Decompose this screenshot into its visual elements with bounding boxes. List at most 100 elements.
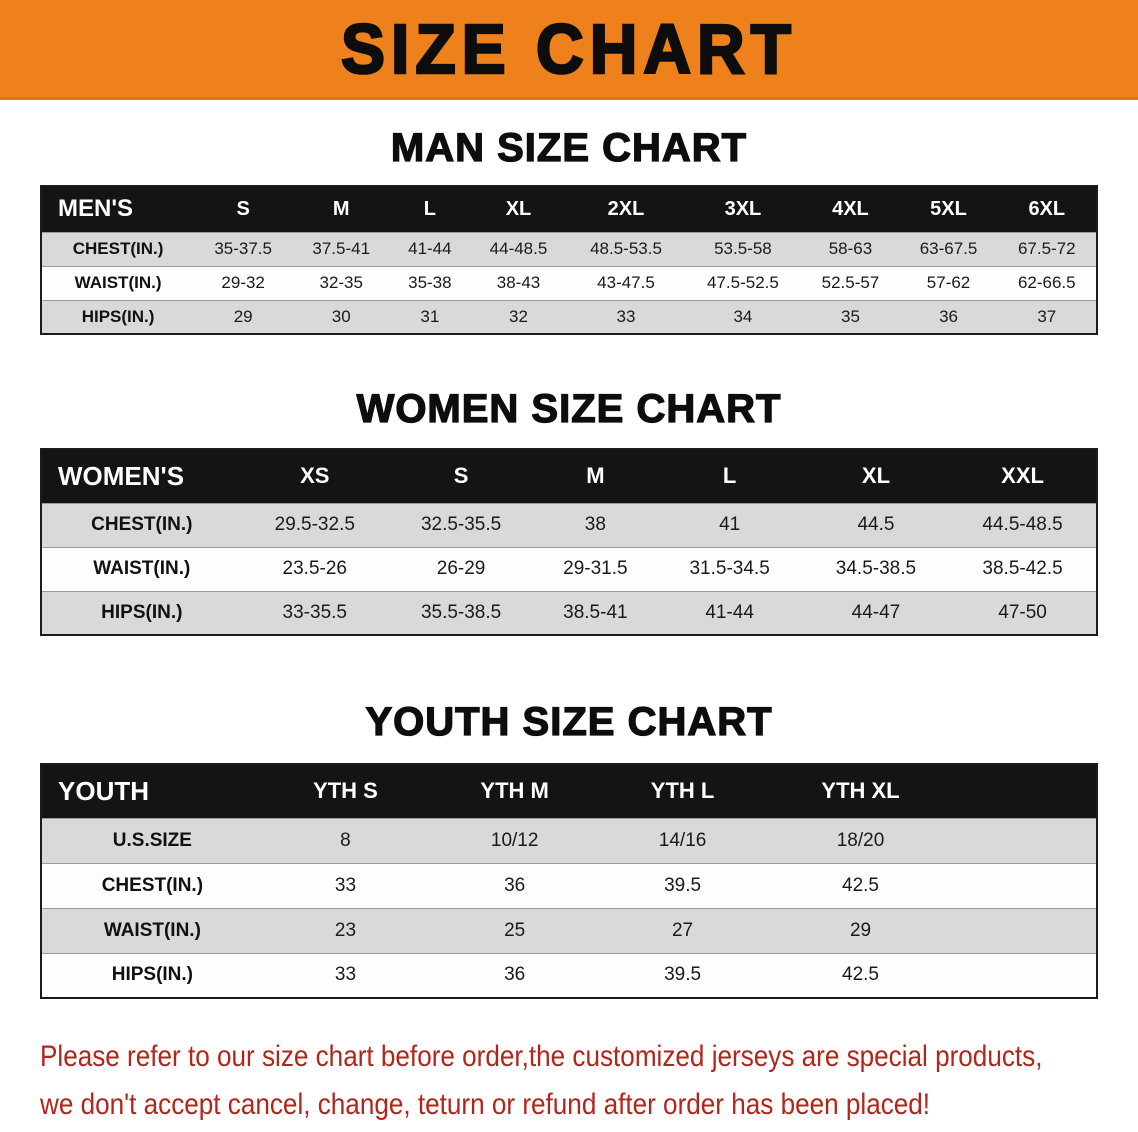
size-value: 26-29: [436, 558, 486, 579]
size-value: 44-48.5: [489, 239, 548, 258]
size-header-cell: YTH S: [262, 764, 429, 818]
size-value: 37.5-41: [312, 239, 371, 258]
youth-section: YOUTH SIZE CHART: [0, 699, 1138, 745]
size-value: 38: [584, 514, 606, 535]
women-header-row: WOMEN'S XS S M L XL XXL: [41, 449, 1097, 503]
size-value: 43-47.5: [597, 273, 655, 292]
size-header-cell: M: [534, 449, 657, 503]
size-value: 38.5-42.5: [982, 558, 1063, 579]
size-chart-banner: SIZE CHART: [0, 0, 1138, 100]
table-title-cell: YOUTH: [41, 764, 263, 818]
measurement-label: WAIST(IN.): [74, 273, 162, 292]
size-value: 33-35.5: [282, 601, 347, 623]
size-value: 29-31.5: [563, 558, 628, 579]
size-value: 23.5-26: [282, 558, 347, 579]
size-value: 33: [334, 874, 357, 896]
size-header-cell: XL: [802, 449, 950, 503]
size-value: 35-38: [408, 273, 452, 292]
size-header-cell: XL: [469, 186, 568, 232]
youth-section-heading: YOUTH SIZE CHART: [365, 699, 773, 744]
men-section-heading: MAN SIZE CHART: [390, 125, 748, 170]
size-value: 38.5-41: [563, 601, 628, 623]
disclaimer-line-1: Please refer to our size chart before or…: [40, 1040, 1043, 1073]
disclaimer-text: Please refer to our size chart before or…: [40, 1033, 1138, 1129]
size-header-cell: S: [194, 186, 293, 232]
size-value: 36: [504, 964, 526, 986]
men-table-wrap: MEN'S S M L XL 2XL 3XL 4XL 5XL 6XL CHEST(IN.) 35-3…: [40, 185, 1098, 335]
men-header-row: MEN'S S M L XL 2XL 3XL 4XL 5XL 6XL: [41, 186, 1097, 232]
size-value: 30: [331, 306, 351, 326]
measurement-label: CHEST(IN.): [91, 514, 193, 535]
size-value: 8: [340, 829, 351, 851]
banner-title: SIZE CHART: [340, 8, 797, 88]
size-header-cell: YTH L: [601, 764, 765, 818]
size-value: 33: [616, 306, 636, 326]
size-value: 67.5-72: [1017, 239, 1076, 258]
table-title-cell: MEN'S: [41, 186, 195, 232]
measurement-label: WAIST(IN.): [93, 558, 191, 579]
size-header-cell: L: [656, 449, 803, 503]
size-header-cell: 4XL: [801, 186, 900, 232]
size-header-cell: M: [292, 186, 391, 232]
size-value: 34: [733, 306, 753, 326]
size-value: 47.5-52.5: [707, 273, 779, 292]
size-value: 29: [233, 306, 253, 326]
women-section: WOMEN SIZE CHART: [0, 386, 1138, 432]
size-row: WAIST(IN.) 23.5-26 26-29 29-31.5 31.5-34.5 34…: [41, 547, 1097, 591]
size-header-cell: XS: [241, 449, 388, 503]
size-row: CHEST(IN.) 35-37.5 37.5-41 41-44 44-48.5 48.5…: [41, 232, 1097, 266]
size-value: 44-47: [851, 601, 901, 623]
size-value: 35: [840, 306, 860, 326]
size-row: HIPS(IN.) 33-35.5 35.5-38.5 38.5-41 41-44 44-…: [41, 591, 1097, 635]
size-header-cell: YTH M: [428, 764, 602, 818]
size-value: 31.5-34.5: [689, 558, 770, 579]
size-row: CHEST(IN.) 33 36 39.5 42.5: [41, 863, 1097, 908]
size-value: 39.5: [664, 874, 702, 896]
measurement-label: HIPS(IN.): [101, 601, 183, 623]
size-value: 38-43: [496, 273, 541, 292]
women-section-heading: WOMEN SIZE CHART: [356, 386, 782, 431]
size-value: 29-32: [221, 273, 265, 292]
size-value: 34.5-38.5: [835, 558, 917, 579]
size-header-cell: L: [390, 186, 470, 232]
size-header-cell: S: [387, 449, 535, 503]
women-table-wrap: WOMEN'S XS S M L XL XXL CHEST(IN.) 29.5-32.5 32.…: [40, 448, 1098, 636]
size-header-cell: 5XL: [899, 186, 998, 232]
size-value: 57-62: [926, 273, 971, 292]
size-row: WAIST(IN.) 29-32 32-35 35-38 38-43 43-47.5 47.…: [41, 266, 1097, 300]
size-value: 42.5: [842, 874, 879, 896]
size-value: 29: [849, 919, 872, 941]
men-section: MAN SIZE CHART: [0, 125, 1138, 171]
spacer-cell: [957, 818, 1097, 863]
size-value: 41-44: [408, 239, 452, 258]
size-value: 44.5-48.5: [982, 514, 1063, 535]
size-value: 36: [939, 306, 958, 326]
table-title-cell: WOMEN'S: [41, 449, 242, 503]
size-row: HIPS(IN.) 33 36 39.5 42.5: [41, 953, 1097, 998]
size-value: 52.5-57: [821, 273, 880, 292]
size-value: 47-50: [998, 601, 1047, 623]
disclaimer-line-2: we don't accept cancel, change, teturn o…: [40, 1088, 931, 1121]
spacer-cell: [957, 863, 1097, 908]
measurement-label: CHEST(IN.): [72, 239, 164, 258]
size-value: 31: [420, 306, 440, 326]
youth-table-wrap: YOUTH YTH S YTH M YTH L YTH XL U.S.SIZE 8 10/1…: [40, 763, 1098, 999]
size-value: 35-37.5: [214, 239, 272, 258]
size-value: 10/12: [490, 829, 539, 851]
measurement-label: HIPS(IN.): [81, 306, 155, 326]
size-value: 36: [504, 874, 526, 896]
spacer-cell: [957, 908, 1097, 953]
youth-header-row: YOUTH YTH S YTH M YTH L YTH XL: [41, 764, 1097, 818]
measurement-label: CHEST(IN.): [101, 874, 204, 896]
size-value: 18/20: [836, 829, 885, 851]
youth-size-table: YOUTH YTH S YTH M YTH L YTH XL U.S.SIZE 8 10/1…: [40, 763, 1098, 999]
size-value: 32.5-35.5: [420, 514, 502, 535]
size-value: 25: [504, 919, 526, 941]
measurement-label: HIPS(IN.): [111, 964, 194, 986]
size-value: 23: [334, 919, 357, 941]
size-value: 32-35: [319, 273, 363, 292]
size-row: WAIST(IN.) 23 25 27 29: [41, 908, 1097, 953]
measurement-label: WAIST(IN.): [103, 919, 201, 941]
measurement-label: U.S.SIZE: [112, 829, 192, 851]
size-value: 41: [719, 514, 741, 535]
